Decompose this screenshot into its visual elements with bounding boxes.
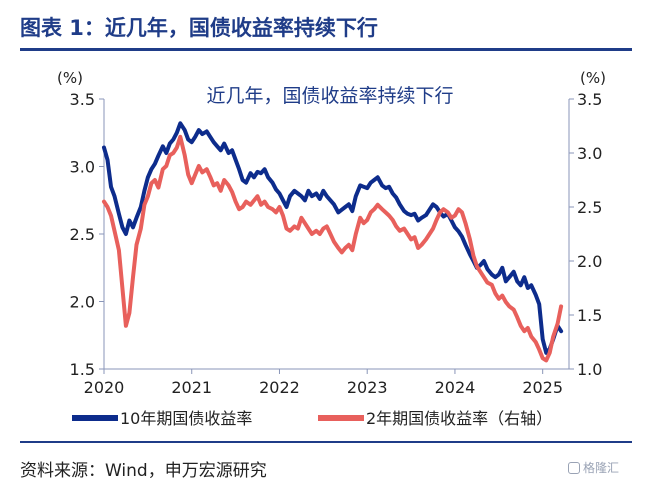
right-tick-label: 3.5	[577, 90, 602, 109]
source-rule	[20, 441, 632, 443]
x-tick-label: 2023	[347, 378, 388, 397]
right-tick-label: 3.0	[577, 144, 602, 163]
right-tick-label: 2.5	[577, 198, 602, 217]
logo-mark-icon	[568, 462, 580, 474]
watermark: 格隆汇	[568, 459, 619, 476]
figure-title: 图表 1：近几年，国债收益率持续下行	[20, 16, 378, 40]
legend-label-1: 2年期国债收益率（右轴）	[366, 409, 552, 428]
title-rule	[20, 48, 632, 51]
x-tick-label: 2020	[84, 378, 125, 397]
right-tick-label: 1.0	[577, 360, 602, 379]
right-tick-label: 2.0	[577, 252, 602, 271]
x-tick-label: 2025	[522, 378, 563, 397]
left-tick-label: 1.5	[70, 360, 95, 379]
x-tick-label: 2021	[171, 378, 212, 397]
chart-legend: 10年期国债收益率 2年期国债收益率（右轴）	[72, 409, 552, 428]
right-axis-unit: (%)	[580, 69, 606, 87]
source-note: 资料来源：Wind，申万宏源研究	[20, 461, 267, 481]
left-tick-label: 2.0	[70, 293, 95, 312]
legend-label-0: 10年期国债收益率	[120, 409, 252, 428]
right-tick-label: 1.5	[577, 306, 602, 325]
left-tick-label: 2.5	[70, 225, 95, 244]
left-tick-label: 3.0	[70, 158, 95, 177]
x-tick-label: 2022	[259, 378, 300, 397]
x-tick-label: 2024	[435, 378, 476, 397]
left-axis-unit: (%)	[57, 69, 83, 87]
chart-title: 近几年，国债收益率持续下行	[206, 85, 453, 107]
left-tick-label: 3.5	[70, 90, 95, 109]
watermark-text: 格隆汇	[583, 461, 620, 475]
chart-series	[102, 121, 564, 363]
series-line-1	[102, 134, 564, 363]
series-line-0	[102, 121, 564, 355]
chart-axes: 1.5 2.0 2.5 3.0 3.5 1.0 1.5 2.0 2.5 3.0 3.5 2020 202…	[70, 90, 603, 397]
